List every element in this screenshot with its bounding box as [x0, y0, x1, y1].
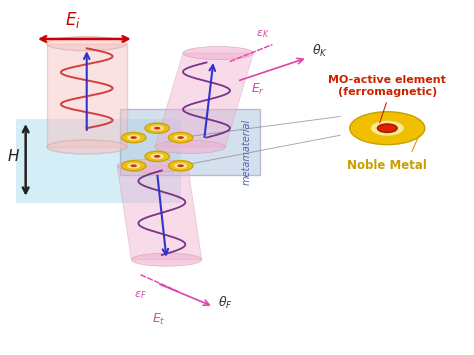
- Ellipse shape: [47, 140, 127, 154]
- Ellipse shape: [117, 159, 188, 172]
- Ellipse shape: [350, 112, 425, 144]
- Ellipse shape: [145, 123, 169, 133]
- Ellipse shape: [154, 155, 161, 158]
- Ellipse shape: [154, 127, 161, 130]
- Polygon shape: [155, 53, 254, 147]
- Ellipse shape: [174, 135, 187, 140]
- Ellipse shape: [155, 140, 225, 154]
- Ellipse shape: [168, 132, 193, 143]
- Ellipse shape: [177, 136, 184, 139]
- Text: metamaterial: metamaterial: [241, 119, 251, 185]
- Text: $\theta_F$: $\theta_F$: [218, 295, 233, 311]
- Text: $\varepsilon_F$: $\varepsilon_F$: [134, 289, 146, 301]
- Polygon shape: [117, 166, 202, 260]
- Ellipse shape: [168, 160, 193, 171]
- Text: $E_t$: $E_t$: [153, 312, 166, 327]
- Polygon shape: [16, 119, 181, 203]
- Ellipse shape: [377, 124, 397, 132]
- Polygon shape: [47, 44, 127, 147]
- Polygon shape: [119, 109, 261, 175]
- Ellipse shape: [121, 160, 146, 171]
- Ellipse shape: [47, 37, 127, 51]
- Ellipse shape: [145, 151, 169, 162]
- Text: $E_i$: $E_i$: [65, 10, 81, 30]
- Ellipse shape: [127, 135, 140, 140]
- Ellipse shape: [131, 253, 202, 266]
- Ellipse shape: [121, 132, 146, 143]
- Text: MO-active element
(ferromagnetic): MO-active element (ferromagnetic): [328, 75, 446, 97]
- Ellipse shape: [371, 121, 404, 136]
- Ellipse shape: [177, 164, 184, 167]
- Ellipse shape: [151, 125, 164, 131]
- Text: $E_r$: $E_r$: [251, 82, 265, 97]
- Text: Noble Metal: Noble Metal: [347, 159, 427, 172]
- Ellipse shape: [130, 136, 137, 139]
- Text: $\theta_K$: $\theta_K$: [312, 43, 328, 60]
- Ellipse shape: [127, 163, 140, 169]
- Text: $\varepsilon_K$: $\varepsilon_K$: [256, 29, 269, 40]
- Ellipse shape: [130, 164, 137, 167]
- Ellipse shape: [151, 154, 164, 159]
- Ellipse shape: [183, 47, 254, 60]
- Ellipse shape: [174, 163, 187, 169]
- Text: $H$: $H$: [8, 148, 20, 164]
